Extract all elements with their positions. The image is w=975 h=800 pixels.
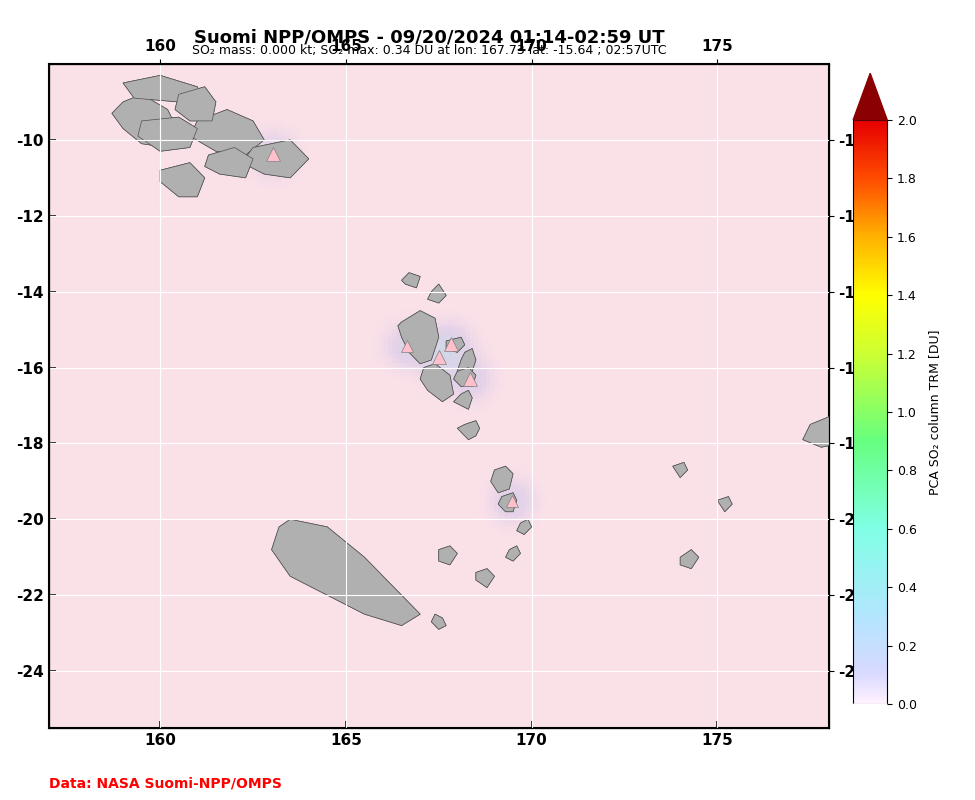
Polygon shape bbox=[490, 466, 513, 493]
Polygon shape bbox=[176, 86, 215, 121]
Polygon shape bbox=[439, 546, 457, 565]
Polygon shape bbox=[802, 417, 847, 447]
Polygon shape bbox=[431, 614, 447, 630]
Polygon shape bbox=[190, 110, 264, 155]
Polygon shape bbox=[447, 337, 465, 352]
Polygon shape bbox=[447, 337, 465, 352]
Polygon shape bbox=[123, 75, 205, 102]
Polygon shape bbox=[398, 310, 439, 364]
Polygon shape bbox=[476, 569, 494, 588]
Polygon shape bbox=[112, 94, 178, 147]
Polygon shape bbox=[490, 466, 513, 493]
Polygon shape bbox=[242, 140, 309, 178]
Polygon shape bbox=[517, 519, 531, 534]
Polygon shape bbox=[431, 614, 447, 630]
Polygon shape bbox=[453, 367, 476, 386]
Polygon shape bbox=[718, 497, 732, 512]
Polygon shape bbox=[420, 364, 453, 402]
Polygon shape bbox=[878, 379, 911, 406]
Polygon shape bbox=[802, 417, 847, 447]
Polygon shape bbox=[160, 162, 205, 197]
Polygon shape bbox=[112, 94, 178, 147]
Polygon shape bbox=[506, 546, 521, 561]
Polygon shape bbox=[681, 550, 699, 569]
Polygon shape bbox=[498, 493, 517, 512]
Polygon shape bbox=[453, 367, 476, 386]
Polygon shape bbox=[402, 273, 420, 288]
Polygon shape bbox=[402, 273, 420, 288]
Polygon shape bbox=[123, 75, 205, 102]
Y-axis label: PCA SO₂ column TRM [DU]: PCA SO₂ column TRM [DU] bbox=[928, 330, 941, 494]
Polygon shape bbox=[272, 519, 420, 626]
Polygon shape bbox=[853, 704, 887, 750]
Polygon shape bbox=[137, 117, 197, 151]
Polygon shape bbox=[878, 379, 911, 406]
Polygon shape bbox=[420, 364, 453, 402]
Polygon shape bbox=[457, 421, 480, 440]
Polygon shape bbox=[242, 140, 309, 178]
Polygon shape bbox=[718, 497, 732, 512]
Polygon shape bbox=[681, 550, 699, 569]
Polygon shape bbox=[506, 546, 521, 561]
Polygon shape bbox=[457, 421, 480, 440]
Polygon shape bbox=[673, 462, 687, 478]
Polygon shape bbox=[137, 117, 197, 151]
Text: Data: NASA Suomi-NPP/OMPS: Data: NASA Suomi-NPP/OMPS bbox=[49, 776, 282, 790]
Polygon shape bbox=[428, 284, 447, 303]
Polygon shape bbox=[498, 493, 517, 512]
Polygon shape bbox=[205, 147, 254, 178]
Polygon shape bbox=[457, 349, 476, 379]
Polygon shape bbox=[453, 390, 472, 410]
Polygon shape bbox=[428, 284, 447, 303]
Polygon shape bbox=[160, 162, 205, 197]
Polygon shape bbox=[517, 519, 531, 534]
Text: Suomi NPP/OMPS - 09/20/2024 01:14-02:59 UT: Suomi NPP/OMPS - 09/20/2024 01:14-02:59 … bbox=[194, 28, 664, 46]
Polygon shape bbox=[457, 349, 476, 379]
Polygon shape bbox=[176, 86, 215, 121]
Polygon shape bbox=[476, 569, 494, 588]
Polygon shape bbox=[453, 390, 472, 410]
Polygon shape bbox=[853, 74, 887, 120]
Polygon shape bbox=[190, 110, 264, 155]
Polygon shape bbox=[398, 310, 439, 364]
Polygon shape bbox=[673, 462, 687, 478]
Text: SO₂ mass: 0.000 kt; SO₂ max: 0.34 DU at lon: 167.73 lat: -15.64 ; 02:57UTC: SO₂ mass: 0.000 kt; SO₂ max: 0.34 DU at … bbox=[192, 44, 666, 57]
Polygon shape bbox=[439, 546, 457, 565]
Polygon shape bbox=[272, 519, 420, 626]
Polygon shape bbox=[205, 147, 254, 178]
